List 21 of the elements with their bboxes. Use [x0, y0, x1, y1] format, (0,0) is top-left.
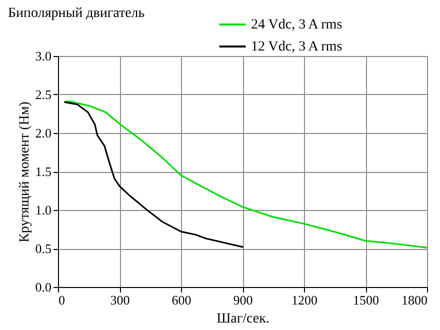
y-tick-label: 0.0 [35, 280, 52, 294]
y-tick-label: 2.0 [35, 126, 52, 140]
x-tick-label: 1800 [402, 292, 428, 308]
y-tick-label: 0.5 [35, 241, 52, 256]
y-tick-label: 3.0 [35, 48, 52, 64]
legend-label: 12 Vdc, 3 A rms [251, 40, 342, 54]
y-tick-label: 2.5 [35, 87, 52, 102]
x-tick-label: 1500 [353, 292, 379, 308]
chart-title: Биполярный двигатель [8, 6, 145, 21]
x-tick-label: 900 [233, 292, 253, 308]
legend-label: 24 Vdc, 3 A rms [251, 18, 342, 32]
line-series [64, 100, 428, 249]
line-series [64, 101, 244, 248]
x-tick-label: 0 [58, 292, 65, 308]
y-axis-title: Крутящий момент (Нм) [17, 101, 32, 242]
y-tick-label: 1.5 [35, 164, 52, 179]
x-axis-title: Шаг/сек. [216, 312, 270, 326]
x-tick-label: 300 [110, 292, 130, 308]
y-tick-label: 1.0 [35, 202, 52, 218]
x-tick-label: 1200 [292, 292, 318, 308]
x-tick-label: 600 [172, 292, 192, 308]
